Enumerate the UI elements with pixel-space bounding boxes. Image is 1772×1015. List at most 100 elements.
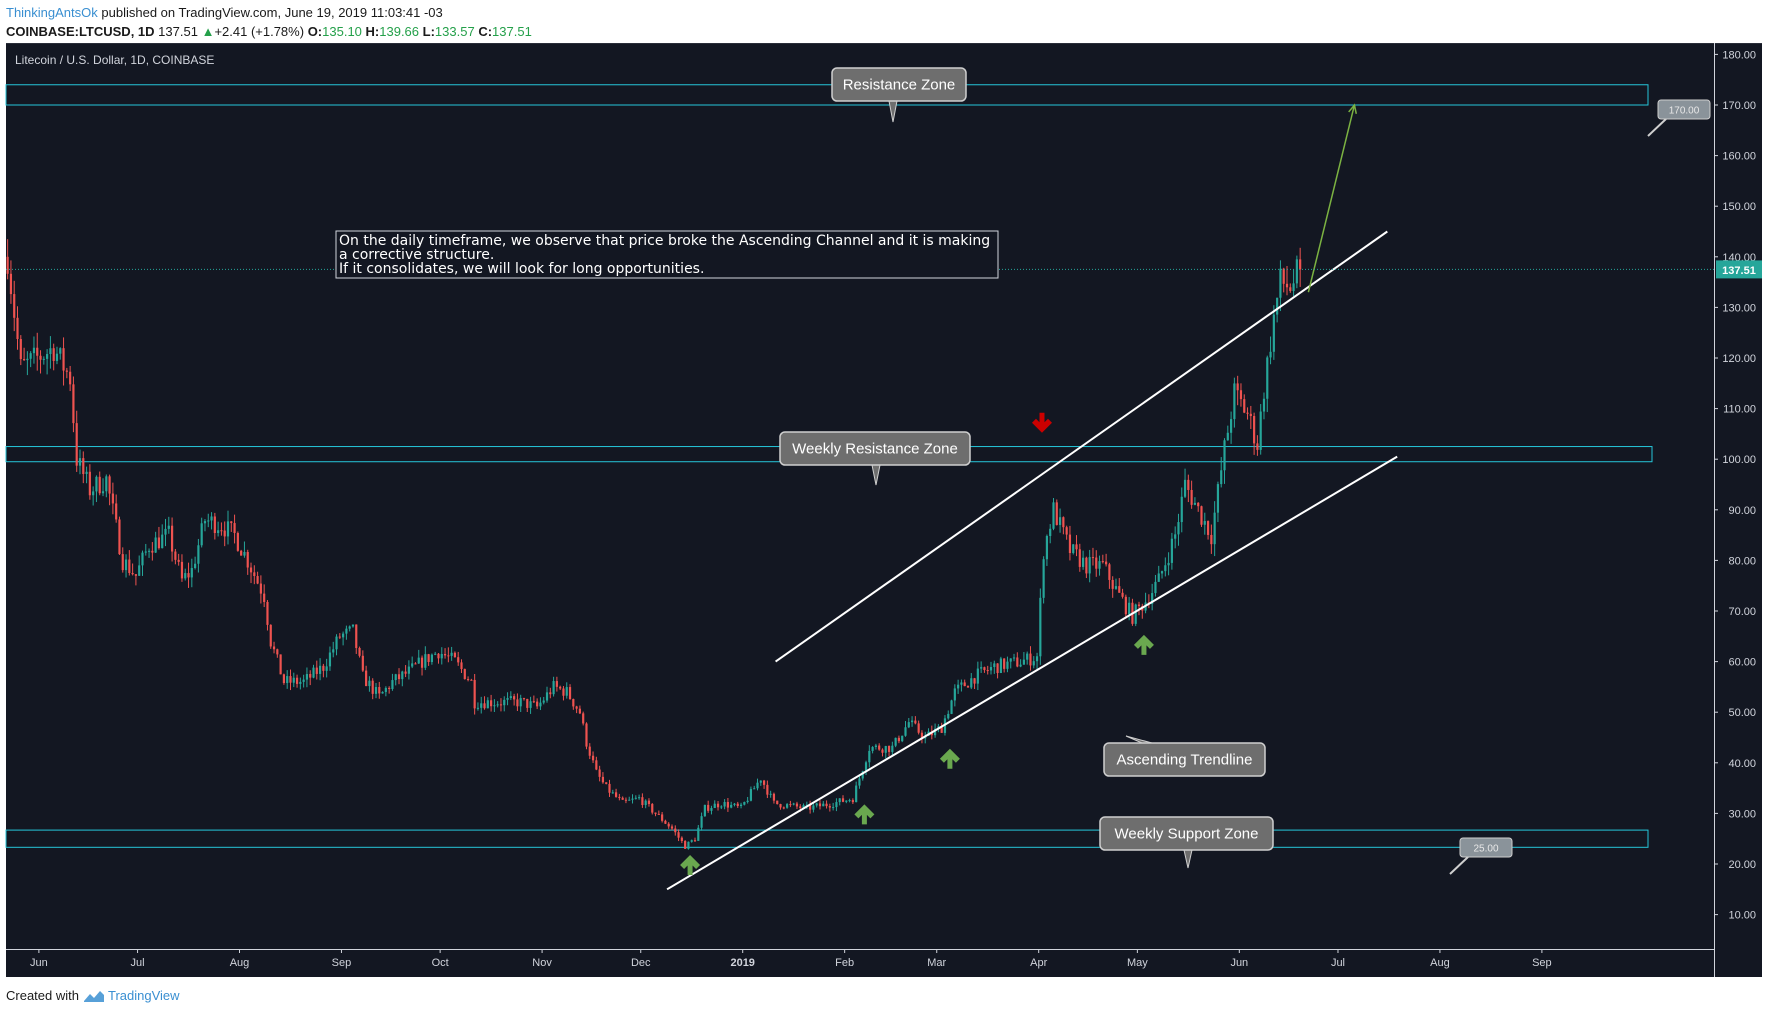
candle-body	[835, 802, 838, 808]
candle-body	[805, 804, 808, 806]
candle-body	[223, 530, 226, 537]
time-tick-label: Dec	[631, 957, 651, 969]
candle-body	[526, 698, 529, 708]
publish-header: ThinkingAntsOk published on TradingView.…	[6, 3, 532, 43]
candle-body	[318, 665, 322, 674]
candle-body	[513, 696, 516, 700]
change-value: +2.41 (+1.78%)	[214, 24, 305, 39]
candle-body	[22, 359, 26, 361]
candle-body	[1026, 653, 1029, 660]
candle-body	[887, 745, 891, 752]
price-tick-label: 170.00	[1722, 100, 1756, 112]
candle-body	[374, 687, 378, 694]
candle-body	[782, 807, 785, 809]
candle-body	[434, 653, 437, 655]
candle-body	[631, 798, 634, 800]
callout-label: Weekly Support Zone	[1115, 826, 1259, 843]
candle-body	[279, 654, 282, 675]
candle-body	[1049, 528, 1052, 536]
candle-body	[404, 671, 407, 674]
price-tick-label: 110.00	[1723, 404, 1756, 416]
candle-body	[1091, 557, 1095, 559]
candle-body	[1259, 411, 1262, 450]
candle-body	[874, 745, 877, 748]
candle-body	[59, 348, 62, 354]
time-tick-label: Mar	[927, 957, 946, 969]
time-tick-label: Aug	[1430, 957, 1450, 969]
candle-body	[121, 554, 124, 571]
candle-body	[555, 681, 558, 687]
candle-body	[1213, 512, 1216, 545]
candle-body	[335, 636, 338, 650]
candle-body	[1058, 517, 1062, 525]
open-value: 135.10	[322, 24, 362, 39]
author-link[interactable]: ThinkingAntsOk	[6, 5, 98, 20]
candle-body	[213, 516, 216, 534]
candle-body	[292, 677, 295, 683]
candle-body	[601, 776, 605, 783]
candle-body	[568, 687, 572, 699]
tradingview-link[interactable]: TradingView	[83, 988, 180, 1003]
candle-body	[759, 780, 762, 783]
candle-body	[243, 552, 246, 556]
candle-body	[1282, 268, 1285, 284]
candle-body	[661, 814, 664, 821]
candle-body	[552, 681, 555, 695]
candle-body	[62, 348, 65, 371]
ohlc-line: COINBASE:LTCUSD, 1D 137.51 ▲+2.41 (+1.78…	[6, 22, 532, 41]
candle-body	[1105, 561, 1108, 565]
candle-body	[769, 793, 772, 795]
candle-body	[657, 813, 660, 815]
candle-body	[713, 803, 716, 809]
candle-body	[289, 676, 292, 683]
candle-body	[736, 803, 739, 807]
time-tick-label: Sep	[1532, 957, 1552, 969]
candle-body	[822, 803, 825, 807]
candle-body	[328, 652, 332, 667]
candle-body	[582, 713, 585, 724]
time-tick-label: Jul	[131, 957, 145, 969]
candle-body	[411, 663, 414, 667]
candle-body	[1160, 571, 1164, 574]
candle-body	[654, 812, 657, 814]
candle-body	[608, 783, 611, 793]
arrow-down-icon	[1031, 412, 1052, 433]
candle-body	[253, 572, 256, 577]
candle-body	[13, 294, 16, 318]
candle-body	[1292, 283, 1295, 291]
candle-body	[49, 348, 52, 355]
candle-body	[226, 521, 230, 537]
high-value: 139.66	[379, 24, 420, 39]
channel-lower-line	[666, 455, 1398, 891]
time-tick-label: May	[1127, 957, 1148, 969]
candle-body	[440, 653, 443, 659]
candle-body	[1012, 657, 1016, 659]
time-axis[interactable]: Jun Jul Aug Sep Oct Nov Dec 2019 Feb Mar Apr May Jun…	[30, 949, 1552, 969]
candle-body	[124, 559, 128, 571]
candle-body	[82, 458, 85, 474]
high-label: H:	[365, 24, 380, 39]
candle-body	[9, 273, 13, 295]
price-axis[interactable]: 10.00 20.00 30.00 40.00 50.00 60.00 70.00 80.00…	[1714, 49, 1762, 922]
candle-body	[746, 800, 749, 803]
candle-body	[868, 750, 871, 763]
candle-body	[641, 797, 644, 806]
candle-body	[1174, 534, 1177, 539]
candle-body	[348, 626, 351, 629]
candle-body	[203, 521, 207, 524]
candle-body	[730, 804, 733, 808]
candle-body	[200, 523, 203, 546]
candle-body	[509, 696, 512, 699]
candle-body	[371, 680, 374, 694]
candle-body	[355, 624, 358, 648]
candle-body	[443, 653, 447, 656]
candle-body	[539, 702, 542, 707]
candle-body	[772, 793, 776, 801]
candle-body	[1210, 534, 1213, 545]
candle-body	[1114, 586, 1118, 589]
publish-text: published on TradingView.com, June 19, 2…	[101, 5, 443, 20]
candle-body	[542, 700, 545, 703]
low-label: L:	[422, 24, 435, 39]
candle-body	[269, 624, 272, 647]
